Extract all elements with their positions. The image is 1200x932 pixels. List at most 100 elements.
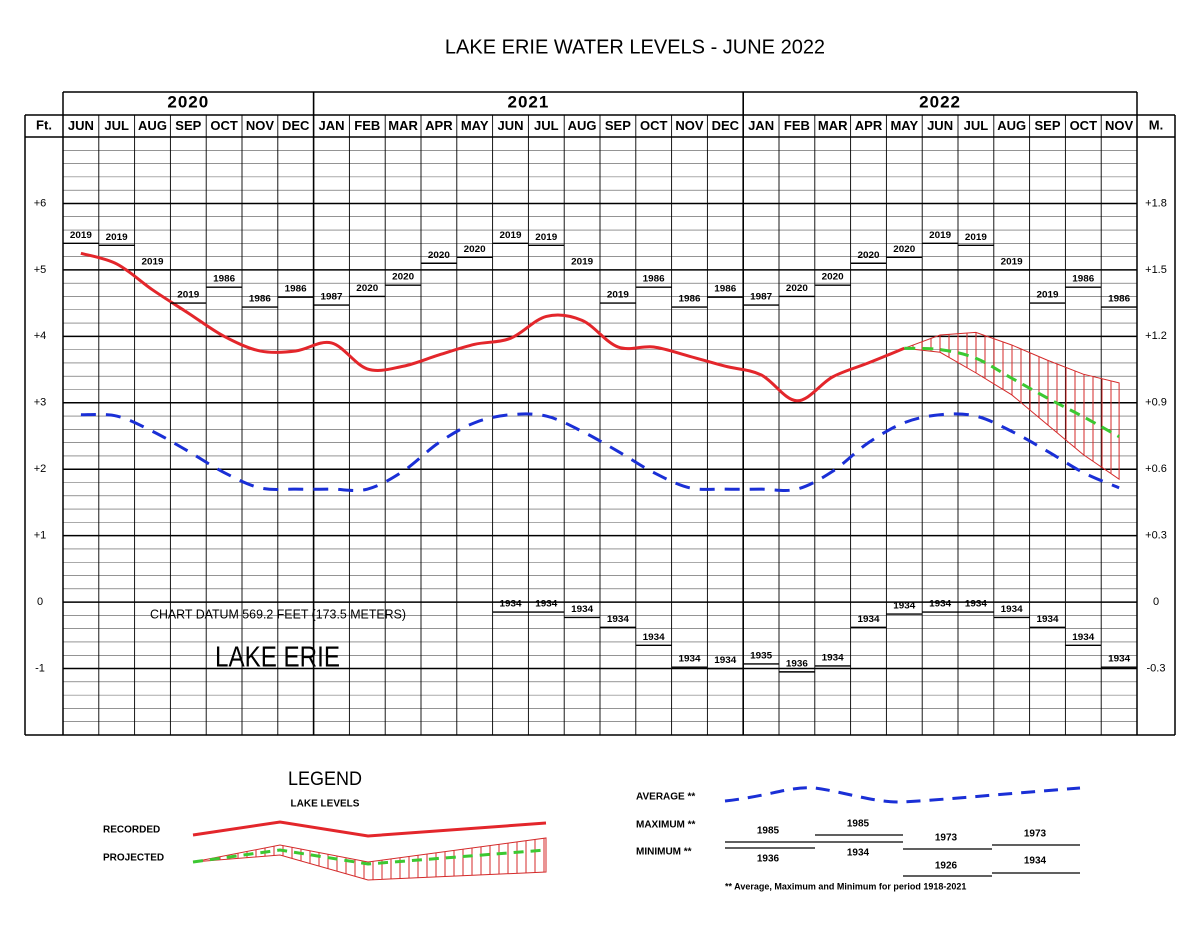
x-tick-label: AUG <box>138 118 167 133</box>
marker-year: 1934 <box>643 632 666 643</box>
legend-sample: 1934 <box>1024 856 1047 867</box>
y-tick-label: +3 <box>34 397 47 409</box>
legend-sample: 1926 <box>935 861 958 872</box>
marker-year: 2019 <box>1037 290 1059 301</box>
x-tick-label: JUL <box>104 118 129 133</box>
legend-sample: 1985 <box>847 819 870 830</box>
legend-swatch <box>725 834 1080 877</box>
marker-year: 2020 <box>786 283 808 294</box>
x-tick-label: JUL <box>964 118 989 133</box>
y2-tick-label: +1.5 <box>1145 264 1167 276</box>
grid <box>24 91 1176 736</box>
marker-year: 1986 <box>643 274 665 285</box>
marker-year: 1934 <box>607 614 630 625</box>
marker-year: 1934 <box>714 655 737 666</box>
marker-year: 1986 <box>213 274 235 285</box>
marker-year: 1934 <box>1108 654 1131 665</box>
legend: LEGEND LAKE LEVELS RECORDED PROJECTED AV… <box>103 769 1081 891</box>
marker-year: 1934 <box>858 614 881 625</box>
y-tick-label: +6 <box>34 197 47 209</box>
legend-swatch <box>192 837 547 881</box>
x-tick-label: SEP <box>605 118 631 133</box>
marker-year: 1987 <box>750 292 772 303</box>
marks: 2019 2019 2019 2019 1986 1986 1986 1987 2020 2020… <box>63 230 1137 673</box>
marker-year: 2020 <box>356 283 378 294</box>
marker-year: 2020 <box>893 244 915 255</box>
legend-label: AVERAGE ** <box>636 792 695 803</box>
marker-year: 2020 <box>428 250 450 261</box>
projected-range <box>904 331 1120 481</box>
legend-note: ** Average, Maximum and Minimum for peri… <box>725 881 966 891</box>
x-tick-label: AUG <box>568 118 597 133</box>
marker-year: 1936 <box>786 658 808 669</box>
y-tick-label: +2 <box>34 463 47 475</box>
legend-subtitle: LAKE LEVELS <box>291 799 360 810</box>
legend-swatch <box>724 786 1081 804</box>
marker-year: 2019 <box>965 232 987 243</box>
x-tick-label: JAN <box>748 118 774 133</box>
x-tick-label: JUN <box>497 118 523 133</box>
marker-year: 2019 <box>142 256 164 267</box>
legend-label: PROJECTED <box>103 853 164 864</box>
legend-label: RECORDED <box>103 825 160 836</box>
legend-title: LEGEND <box>288 769 362 790</box>
marker-year: 1987 <box>321 292 343 303</box>
marker-year: 1986 <box>285 284 307 295</box>
x-tick-label: JAN <box>318 118 344 133</box>
marker-year: 1934 <box>929 599 952 610</box>
x-tick-label: NOV <box>675 118 704 133</box>
y-tick-label: +5 <box>34 264 47 276</box>
x-tick-label: OCT <box>1070 118 1098 133</box>
x-tick-label: AUG <box>997 118 1026 133</box>
x-tick-label: JUN <box>927 118 953 133</box>
year-label: 2021 <box>507 92 549 111</box>
x-tick-label: DEC <box>282 118 310 133</box>
marker-year: 1986 <box>1072 274 1094 285</box>
marker-year: 1986 <box>1108 294 1130 305</box>
y2-tick-label: -0.3 <box>1147 662 1166 674</box>
marker-year: 1935 <box>750 650 773 661</box>
year-label: 2022 <box>919 92 961 111</box>
legend-swatch <box>192 848 547 866</box>
annotation: LAKE ERIE <box>215 642 340 674</box>
x-tick-label: NOV <box>1105 118 1134 133</box>
legend-sample: 1985 <box>757 826 780 837</box>
marker-year: 2019 <box>607 290 629 301</box>
marker-year: 1986 <box>249 294 271 305</box>
annotation: CHART DATUM 569.2 FEET (173.5 METERS) <box>150 606 406 621</box>
x-tick-label: SEP <box>1034 118 1060 133</box>
x-tick-label: OCT <box>640 118 668 133</box>
marker-year: 1934 <box>965 599 988 610</box>
x-tick-label: JUL <box>534 118 559 133</box>
y2-tick-label: +0.9 <box>1145 397 1167 409</box>
x-tick-label: MAY <box>890 118 918 133</box>
x-tick-label: APR <box>425 118 453 133</box>
x-tick-label: MAY <box>461 118 489 133</box>
x-tick-label: JUN <box>68 118 94 133</box>
marker-year: 1934 <box>535 599 558 610</box>
x-tick-label: APR <box>855 118 883 133</box>
legend-sample: 1973 <box>935 833 958 844</box>
marker-year: 1934 <box>893 601 916 612</box>
x-tick-label: FEB <box>784 118 810 133</box>
legend-label: MINIMUM ** <box>636 847 692 858</box>
x-tick-label: NOV <box>246 118 275 133</box>
y2-tick-label: +1.2 <box>1145 330 1167 342</box>
marker-year: 2019 <box>929 230 951 241</box>
marker-year: 1934 <box>1037 614 1060 625</box>
line <box>904 346 1120 438</box>
y2-tick-label: +0.6 <box>1145 463 1167 475</box>
marker-year: 1986 <box>679 294 701 305</box>
marker-year: 1986 <box>714 284 736 295</box>
x-tick-label: MAR <box>818 118 848 133</box>
legend-label: MAXIMUM ** <box>636 820 696 831</box>
marker-year: 1934 <box>1072 632 1095 643</box>
y2-tick-label: 0 <box>1153 596 1159 608</box>
marker-year: 2020 <box>858 250 880 261</box>
x-tick-label: OCT <box>210 118 238 133</box>
marker-year: 2019 <box>106 232 128 243</box>
marker-year: 1934 <box>500 599 523 610</box>
y2-tick-label: +1.8 <box>1145 197 1167 209</box>
x-tick-label: MAR <box>388 118 418 133</box>
